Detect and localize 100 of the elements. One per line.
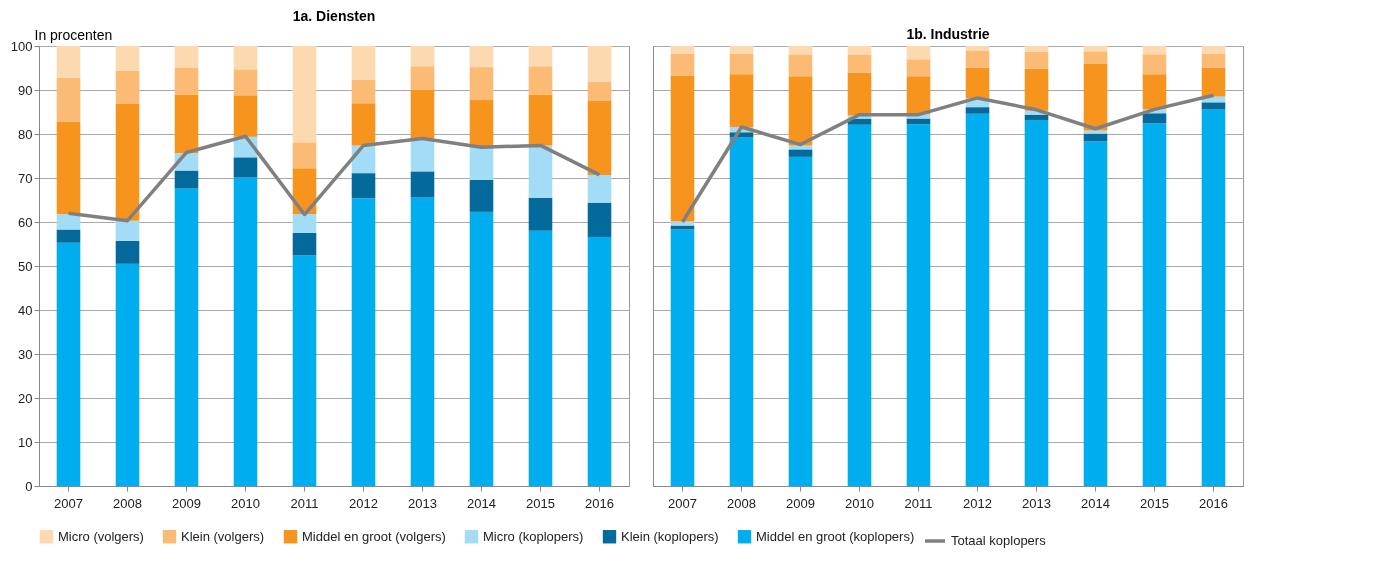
bar [56,46,81,78]
bar [965,50,990,68]
x-tick-label: 2009 [786,495,815,511]
y-axis-title: In procenten [34,26,113,43]
bar [587,101,612,175]
chart-title: 1a. Diensten [292,8,376,24]
bar [115,240,140,264]
bar [1201,102,1226,110]
bar [528,145,553,198]
bar [115,104,140,221]
bar [528,230,553,486]
x-tick-label: 2008 [113,495,142,511]
bar [1024,120,1049,486]
bar [351,79,376,104]
bar [670,229,695,486]
bar [233,69,258,96]
bar [670,75,695,222]
bar [965,67,990,99]
y-tick-label: 80 [18,126,33,142]
line-series [66,134,602,223]
legend-label: Middel en groot (volgers) [302,528,446,544]
bar [1142,46,1167,55]
bar [906,76,931,115]
bar [528,197,553,231]
bar [115,46,140,71]
bar [729,53,754,75]
bar [1083,46,1108,52]
y-tick-label: 50 [18,258,33,274]
bar [587,46,612,83]
bar [1201,67,1226,97]
bar [469,100,494,148]
bar [1024,68,1049,111]
bar [292,142,317,169]
bar [1201,53,1226,68]
bar [174,46,199,68]
bar [410,171,435,198]
bar [410,90,435,139]
legend-label: Totaal koplopers [951,533,1047,548]
bar [469,46,494,68]
bar [292,46,317,143]
bar [847,46,872,55]
legend-label: Klein (koplopers) [621,528,719,544]
bar [729,46,754,54]
bar [1083,51,1108,65]
bar [788,46,813,55]
x-tick-label: 2012 [963,495,992,511]
bar [56,242,81,486]
bar [469,211,494,486]
bar [174,94,199,154]
bar [115,263,140,486]
bar [233,157,258,178]
bar [292,255,317,486]
bar [670,221,695,226]
bar [587,202,612,237]
x-tick-label: 2016 [1199,495,1228,511]
bar [410,197,435,486]
bar [56,214,81,230]
bar [788,156,813,486]
bar [1142,54,1167,75]
bar [528,46,553,67]
bar [906,59,931,77]
bar [1024,46,1049,52]
bar [587,174,612,203]
legend-label: Klein (volgers) [181,528,265,544]
bar [469,67,494,101]
bar [847,54,872,73]
x-tick-label: 2015 [526,495,555,511]
bar [174,188,199,486]
bar [587,236,612,486]
bar [115,220,140,241]
bar [965,107,990,114]
bar [1201,109,1226,486]
bar [788,149,813,157]
x-tick-label: 2014 [467,495,496,511]
bar [788,145,813,150]
x-tick-label: 2013 [408,495,437,511]
bar [56,229,81,243]
bar [670,46,695,54]
bar [729,74,754,127]
bar [292,214,317,233]
y-tick-label: 10 [18,434,33,450]
bar [729,137,754,486]
x-tick-label: 2009 [172,495,201,511]
bar [1201,46,1226,54]
legend-label: Micro (volgers) [58,528,144,544]
y-tick-label: 0 [25,478,33,494]
y-tick-label: 100 [10,38,33,54]
x-tick-label: 2011 [904,495,933,511]
bar [233,177,258,486]
bar [1083,64,1108,131]
bar [788,54,813,77]
bar [1142,74,1167,110]
bar [469,179,494,212]
bar [351,46,376,80]
bar [410,66,435,90]
bar [469,147,494,180]
bar [233,46,258,70]
x-tick-label: 2013 [1022,495,1051,511]
bar [292,233,317,256]
bar [528,94,553,146]
